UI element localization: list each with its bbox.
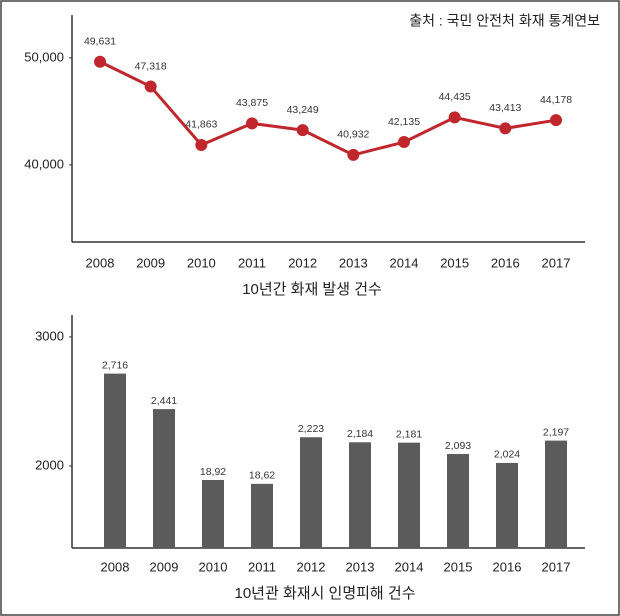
x-tick-label: 2016 xyxy=(491,255,520,270)
bar xyxy=(104,373,126,548)
value-label: 43,413 xyxy=(489,102,521,114)
x-tick-label: 2015 xyxy=(440,255,469,270)
x-tick-label: 2010 xyxy=(187,255,216,270)
point xyxy=(347,148,360,161)
x-tick-label: 2012 xyxy=(288,255,317,270)
value-label: 2,197 xyxy=(543,426,569,438)
x-tick-label: 2009 xyxy=(150,559,179,574)
bar xyxy=(349,442,371,548)
x-tick-label: 2011 xyxy=(238,255,266,270)
bar xyxy=(398,442,420,548)
bar xyxy=(496,462,518,548)
value-label: 2,181 xyxy=(396,428,422,440)
x-tick-label: 2013 xyxy=(339,255,368,270)
chart-title: 10년간 화재 발생 건수 xyxy=(242,281,382,298)
point xyxy=(94,55,106,68)
x-tick-label: 2013 xyxy=(346,559,375,574)
x-tick-label: 2008 xyxy=(101,559,130,574)
line xyxy=(99,60,557,157)
x-tick-label: 2014 xyxy=(390,255,419,270)
value-label: 49,631 xyxy=(84,36,116,48)
point xyxy=(499,122,512,135)
source-note: 출처 : 국민 안전처 화재 통계연보 xyxy=(409,13,600,29)
value-label: 44,435 xyxy=(439,91,471,103)
y-tick-label: 50,000 xyxy=(24,49,64,64)
value-label: 43,249 xyxy=(287,104,319,116)
value-label: 2,024 xyxy=(494,449,520,461)
x-tick-label: 2017 xyxy=(542,255,571,270)
x-tick-label: 2009 xyxy=(136,255,165,270)
y-tick-label: 2000 xyxy=(35,457,64,472)
value-label: 40,932 xyxy=(337,129,369,141)
value-label: 2,716 xyxy=(102,359,128,371)
bar xyxy=(202,479,224,548)
bar xyxy=(300,437,322,548)
x-tick-label: 2015 xyxy=(444,559,473,574)
x-tick-label: 2016 xyxy=(493,559,522,574)
value-label: 2,184 xyxy=(347,428,373,440)
y-tick-label: 40,000 xyxy=(24,156,64,171)
x-tick-label: 2008 xyxy=(86,255,115,270)
value-label: 41,863 xyxy=(185,119,217,131)
x-tick-label: 2017 xyxy=(542,559,571,574)
point xyxy=(550,114,562,127)
point xyxy=(144,80,157,93)
value-label: 43,875 xyxy=(236,97,268,109)
point xyxy=(246,117,258,130)
y-tick-label: 3000 xyxy=(35,328,64,343)
point xyxy=(448,111,461,124)
value-label: 2,223 xyxy=(298,423,324,435)
point xyxy=(398,136,410,149)
value-label: 18,62 xyxy=(249,470,275,482)
x-tick-label: 2010 xyxy=(199,559,228,574)
bar xyxy=(153,409,175,548)
chart-title: 10년관 화재시 인명피해 건수 xyxy=(235,585,416,602)
bar xyxy=(545,440,567,548)
value-label: 18,92 xyxy=(200,466,226,478)
bar xyxy=(251,483,273,548)
value-label: 44,178 xyxy=(540,94,572,106)
value-label: 2,093 xyxy=(445,440,471,452)
x-tick-label: 2012 xyxy=(297,559,326,574)
x-tick-label: 2014 xyxy=(395,559,424,574)
value-label: 42,135 xyxy=(388,116,420,128)
point xyxy=(296,124,309,137)
point xyxy=(195,138,208,151)
value-label: 47,318 xyxy=(135,60,167,72)
x-tick-label: 2011 xyxy=(248,559,276,574)
bar xyxy=(447,454,469,548)
value-label: 2,441 xyxy=(151,395,177,407)
